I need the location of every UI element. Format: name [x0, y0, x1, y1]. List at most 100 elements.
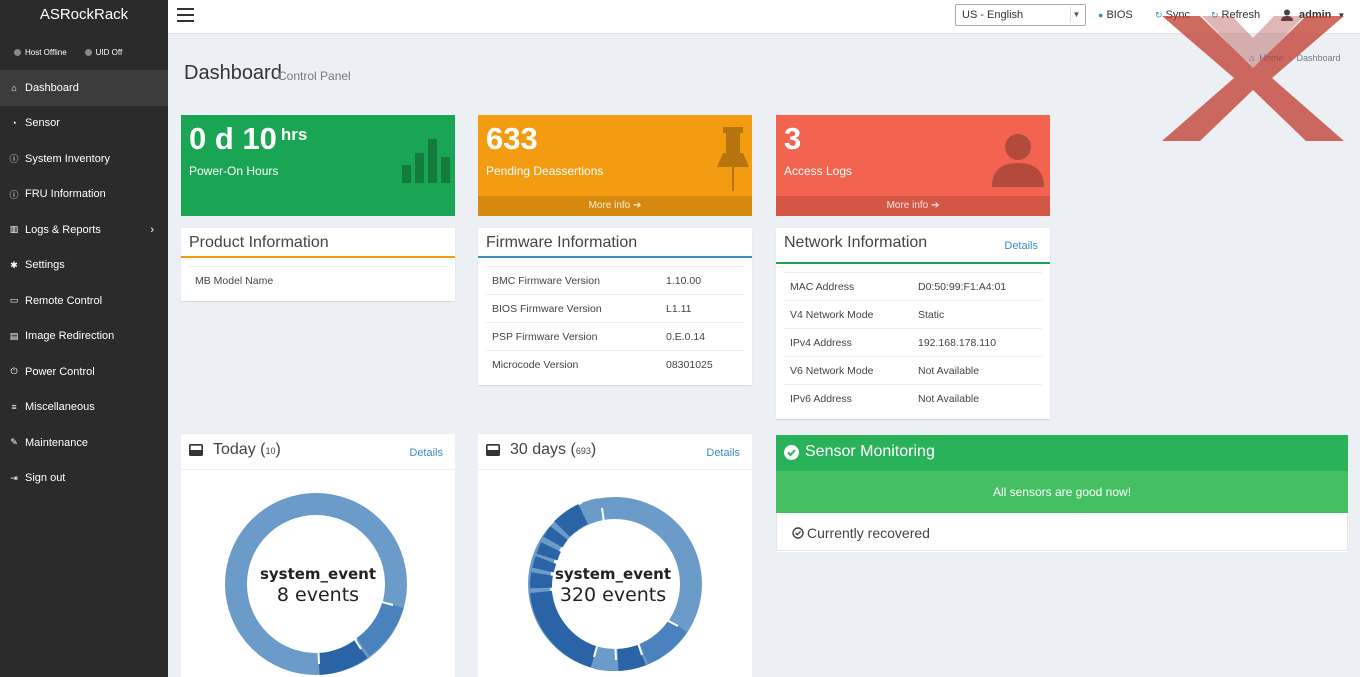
power-on-unit: hrs — [280, 125, 308, 144]
sensor-monitoring-box: Sensor Monitoring All sensors are good n… — [776, 435, 1348, 552]
firmware-info-title: Firmware Information — [486, 234, 638, 251]
menu-toggle-icon[interactable] — [177, 8, 194, 22]
network-value: Not Available — [918, 393, 980, 405]
deassert-more-info[interactable]: More info ➔ — [478, 196, 752, 216]
power-on-label: Power-On Hours — [189, 164, 279, 178]
firmware-info-box: Firmware Information BMC Firmware Versio… — [478, 228, 752, 385]
sidebar-item-label: Settings — [25, 259, 65, 272]
gear-icon: ✱ — [10, 259, 18, 270]
month-details-link[interactable]: Details — [706, 447, 740, 459]
sidebar-item-label: Power Control — [25, 365, 95, 378]
power-on-value: 0 d 10 hrs — [189, 121, 307, 157]
sidebar-item-settings[interactable]: ✱ Settings — [0, 248, 168, 284]
access-label: Access Logs — [784, 164, 853, 178]
refresh-icon: ↻ — [1211, 9, 1219, 20]
month-header: 30 days (693) Details — [478, 434, 752, 470]
sidebar-item-label: Sensor — [25, 117, 60, 130]
sidebar-item-label: Dashboard — [25, 81, 79, 94]
firmware-row: BIOS Firmware Version L1.11 — [486, 294, 744, 322]
sidebar-item-power-control[interactable]: ⏻ Power Control — [0, 354, 168, 390]
product-info-title: Product Information — [189, 234, 329, 251]
today-title-label: Today — [213, 441, 256, 458]
network-row: V4 Network Mode Static — [784, 300, 1042, 328]
page-title: Dashboard — [184, 62, 282, 84]
access-logs-tile: 3 Access Logs More info ➔ — [776, 115, 1050, 216]
deassert-label: Pending Deassertions — [486, 164, 604, 178]
bar-chart-icon: ▥ — [9, 224, 19, 235]
check-circle-outline-icon — [792, 527, 804, 539]
home-icon: ⌂ — [11, 82, 17, 93]
network-row: IPv6 Address Not Available — [784, 384, 1042, 412]
firmware-key: Microcode Version — [492, 359, 579, 371]
refresh-link[interactable]: ↻ Refresh — [1211, 9, 1260, 21]
hdd-icon — [486, 444, 500, 456]
brand-logo: ASRockRack — [39, 6, 129, 23]
box-rule — [181, 256, 455, 258]
bios-link[interactable]: ● BIOS — [1098, 9, 1133, 21]
network-key: IPv4 Address — [790, 337, 852, 349]
sidebar-item-system-inventory[interactable]: ⓘ System Inventory — [0, 141, 168, 177]
sensor-header: Sensor Monitoring — [776, 435, 1348, 471]
today-header: Today (10) Details — [181, 434, 455, 470]
today-center-name: system_event — [259, 565, 377, 583]
box-rule — [478, 256, 752, 258]
firmware-value: 08301025 — [666, 359, 713, 371]
sidebar-item-remote-control[interactable]: ▭ Remote Control — [0, 283, 168, 319]
user-silhouette-icon — [992, 134, 1044, 187]
sidebar-item-label: Maintenance — [25, 436, 88, 449]
sidebar-item-label: System Inventory — [25, 152, 110, 165]
sidebar-item-sensor[interactable]: ◔ Sensor — [0, 106, 168, 142]
network-key: V4 Network Mode — [790, 309, 874, 321]
status-dot-icon — [14, 48, 21, 56]
breadcrumb-current: Dashboard — [1296, 53, 1341, 63]
firmware-key: BIOS Firmware Version — [492, 303, 602, 315]
sidebar: ASRockRack Host Offline UID Off ⌂ Dashboa… — [0, 0, 168, 677]
bios-label: BIOS — [1106, 9, 1133, 21]
sidebar-item-label: FRU Information — [25, 188, 106, 201]
sensor-title: Sensor Monitoring — [805, 443, 935, 460]
chevron-right-icon: › — [150, 223, 154, 236]
month-center-name: system_event — [554, 565, 672, 583]
user-menu[interactable]: admin ▼ — [1281, 9, 1345, 21]
today-count: 10 — [265, 446, 276, 456]
network-row: IPv4 Address 192.168.178.110 — [784, 328, 1042, 356]
sidebar-item-label: Miscellaneous — [25, 401, 95, 414]
network-value: Not Available — [918, 365, 980, 377]
network-info-title: Network Information — [784, 234, 928, 251]
arrow-circle-right-icon: ➔ — [633, 200, 642, 211]
language-value: US - English — [962, 9, 1024, 21]
language-select[interactable]: US - English ▼ — [955, 4, 1086, 26]
uid-status: UID Off — [84, 47, 123, 57]
hdd-icon — [189, 444, 203, 456]
network-key: MAC Address — [790, 281, 855, 293]
sidebar-item-dashboard[interactable]: ⌂ Dashboard — [0, 70, 168, 106]
sidebar-item-maintenance[interactable]: ✎ Maintenance — [0, 425, 168, 461]
sidebar-item-sign-out[interactable]: ⇥ Sign out — [0, 461, 168, 497]
sign-out-icon: ⇥ — [10, 472, 18, 483]
network-key: V6 Network Mode — [790, 365, 874, 377]
power-on-hours-tile: 0 d 10 hrs Power-On Hours — [181, 115, 455, 216]
month-count: 693 — [575, 446, 591, 456]
today-donut-chart — [225, 493, 407, 675]
power-icon: ⏻ — [10, 366, 18, 377]
home-icon: ⌂ — [1249, 53, 1255, 63]
product-row: MB Model Name — [189, 266, 447, 294]
firmware-row: PSP Firmware Version 0.E.0.14 — [486, 322, 744, 350]
host-status: Host Offline — [14, 48, 67, 57]
sync-link[interactable]: ↻ Sync — [1155, 9, 1190, 21]
sidebar-item-fru-information[interactable]: ⓘ FRU Information — [0, 177, 168, 213]
hdd-icon: ▤ — [9, 330, 19, 341]
access-more-info[interactable]: More info ➔ — [776, 196, 1050, 216]
network-details-link[interactable]: Details — [1004, 240, 1038, 252]
sidebar-item-logs-reports[interactable]: ▥ Logs & Reports › — [0, 212, 168, 248]
today-details-link[interactable]: Details — [409, 447, 443, 459]
sidebar-item-miscellaneous[interactable]: ≡ Miscellaneous — [0, 390, 168, 426]
sidebar-item-label: Sign out — [25, 472, 66, 485]
sidebar-item-image-redirection[interactable]: ▤ Image Redirection — [0, 319, 168, 355]
bar-chart-icon — [402, 139, 450, 183]
uid-status-label: UID Off — [95, 47, 123, 57]
chevron-down-icon: ▼ — [1070, 7, 1082, 23]
sync-label: Sync — [1165, 9, 1191, 21]
network-value: 192.168.178.110 — [918, 337, 997, 349]
breadcrumb-home[interactable]: Home — [1259, 53, 1284, 63]
